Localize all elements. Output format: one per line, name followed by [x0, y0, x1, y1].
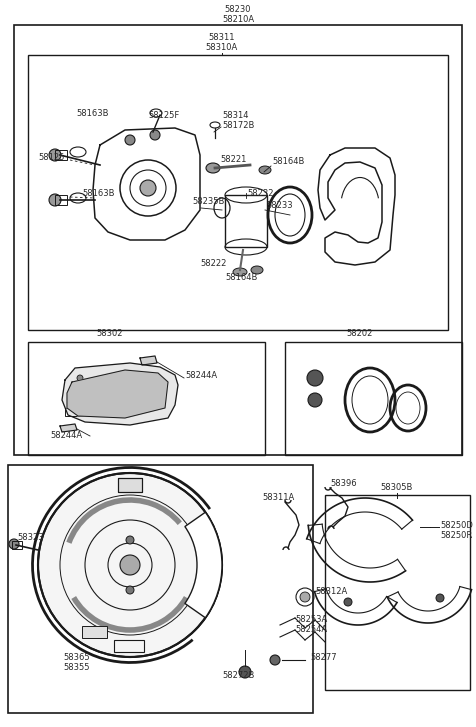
Bar: [28, 342, 265, 455]
Circle shape: [140, 180, 156, 196]
Bar: [325, 495, 470, 690]
Text: 58222: 58222: [200, 260, 227, 268]
Circle shape: [77, 392, 83, 398]
Circle shape: [49, 194, 61, 206]
Text: 58164B: 58164B: [272, 158, 304, 166]
Polygon shape: [62, 363, 178, 425]
Circle shape: [436, 594, 444, 602]
Ellipse shape: [233, 268, 247, 276]
Polygon shape: [60, 424, 77, 432]
Ellipse shape: [206, 163, 220, 173]
Polygon shape: [318, 148, 395, 265]
Text: 58310A: 58310A: [206, 42, 238, 52]
Text: 58253A: 58253A: [295, 614, 327, 624]
Circle shape: [270, 655, 280, 665]
Circle shape: [126, 586, 134, 594]
Bar: [225, 195, 267, 247]
Bar: [118, 478, 142, 492]
Text: 58272B: 58272B: [222, 670, 254, 680]
Circle shape: [49, 149, 61, 161]
Text: 58311: 58311: [209, 33, 235, 41]
Polygon shape: [93, 128, 200, 240]
Text: 58277: 58277: [310, 653, 337, 662]
Bar: [14, 25, 462, 455]
Text: 58233: 58233: [266, 201, 293, 211]
Text: 58250D: 58250D: [440, 521, 473, 529]
Text: 58221: 58221: [220, 156, 247, 164]
Bar: [55, 150, 67, 160]
Bar: [114, 640, 144, 652]
Text: 58312A: 58312A: [315, 587, 347, 595]
Circle shape: [38, 473, 222, 657]
Circle shape: [126, 536, 134, 544]
Text: 58396: 58396: [330, 478, 357, 488]
Text: 58163B: 58163B: [82, 190, 115, 198]
Bar: [28, 55, 448, 330]
Circle shape: [308, 393, 322, 407]
Text: 58164B: 58164B: [225, 273, 258, 283]
Text: 58125: 58125: [38, 153, 64, 161]
Text: 58323: 58323: [17, 532, 44, 542]
Circle shape: [307, 370, 323, 386]
Text: 58210A: 58210A: [222, 15, 254, 25]
Circle shape: [9, 539, 19, 549]
Text: 58244A: 58244A: [185, 371, 217, 379]
Circle shape: [77, 409, 83, 415]
Bar: [82, 626, 107, 638]
Polygon shape: [67, 370, 168, 418]
Circle shape: [239, 666, 251, 678]
Text: 58254A: 58254A: [295, 624, 327, 633]
Ellipse shape: [251, 266, 263, 274]
Text: 58314: 58314: [222, 111, 248, 121]
Bar: [8, 465, 313, 713]
Wedge shape: [185, 513, 222, 618]
Bar: [118, 478, 142, 492]
Circle shape: [150, 130, 160, 140]
Ellipse shape: [259, 166, 271, 174]
Text: 58230: 58230: [225, 6, 251, 15]
Bar: [65, 408, 83, 416]
Circle shape: [300, 592, 310, 602]
Circle shape: [77, 375, 83, 381]
Polygon shape: [140, 356, 157, 365]
Text: 58365: 58365: [63, 653, 89, 662]
Text: 58125F: 58125F: [148, 111, 179, 121]
Text: 58355: 58355: [63, 662, 89, 672]
Bar: [12, 541, 22, 549]
Text: 58163B: 58163B: [76, 108, 109, 118]
Text: 58232: 58232: [247, 188, 274, 198]
Text: 58302: 58302: [97, 329, 123, 337]
Text: 58311A: 58311A: [262, 494, 294, 502]
Bar: [285, 342, 462, 455]
Text: 58305B: 58305B: [381, 483, 413, 491]
Text: 58250R: 58250R: [440, 531, 472, 539]
Circle shape: [344, 598, 352, 606]
Text: 58235B: 58235B: [192, 198, 224, 206]
Text: 58172B: 58172B: [222, 121, 254, 131]
Text: 58202: 58202: [347, 329, 373, 337]
Circle shape: [125, 135, 135, 145]
Bar: [55, 195, 67, 205]
Text: 58244A: 58244A: [50, 432, 82, 441]
Circle shape: [120, 555, 140, 575]
